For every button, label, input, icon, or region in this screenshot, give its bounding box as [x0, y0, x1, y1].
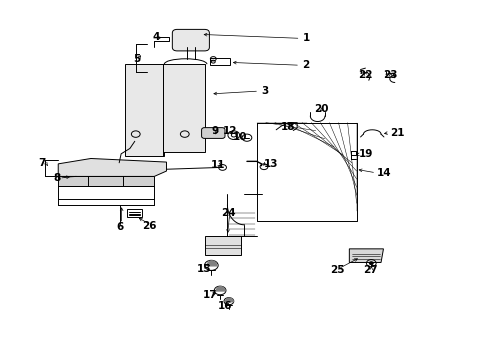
Polygon shape	[58, 176, 154, 186]
Text: 22: 22	[357, 70, 372, 80]
Text: 15: 15	[197, 264, 211, 274]
Text: 16: 16	[217, 301, 232, 311]
Bar	[125, 64, 164, 156]
Text: 10: 10	[232, 132, 246, 142]
Circle shape	[368, 262, 372, 265]
Text: 3: 3	[261, 86, 268, 96]
FancyBboxPatch shape	[201, 128, 224, 138]
Text: 23: 23	[383, 70, 397, 80]
Text: 1: 1	[303, 33, 309, 43]
Polygon shape	[58, 158, 166, 176]
Bar	[162, 64, 205, 152]
Text: 24: 24	[221, 208, 236, 218]
FancyBboxPatch shape	[172, 30, 209, 51]
Text: 2: 2	[302, 60, 308, 70]
Bar	[210, 58, 229, 65]
Bar	[204, 236, 241, 255]
Text: 12: 12	[222, 126, 237, 135]
Text: 8: 8	[53, 173, 61, 183]
Text: 13: 13	[264, 159, 278, 169]
Text: 7: 7	[39, 158, 46, 168]
Text: 9: 9	[211, 126, 218, 135]
Text: 18: 18	[281, 122, 295, 132]
Text: 27: 27	[362, 265, 377, 275]
Text: 4: 4	[152, 32, 159, 42]
Text: 14: 14	[376, 168, 391, 178]
Text: 25: 25	[329, 265, 344, 275]
Text: 6: 6	[116, 222, 123, 231]
Circle shape	[116, 162, 122, 167]
Text: 19: 19	[358, 149, 373, 159]
Text: 21: 21	[389, 128, 404, 138]
Text: 17: 17	[203, 291, 217, 301]
Text: 11: 11	[210, 160, 224, 170]
Text: 26: 26	[142, 221, 156, 231]
Text: 5: 5	[133, 54, 141, 64]
Bar	[127, 209, 142, 217]
Text: 20: 20	[314, 104, 328, 114]
Polygon shape	[348, 249, 383, 262]
